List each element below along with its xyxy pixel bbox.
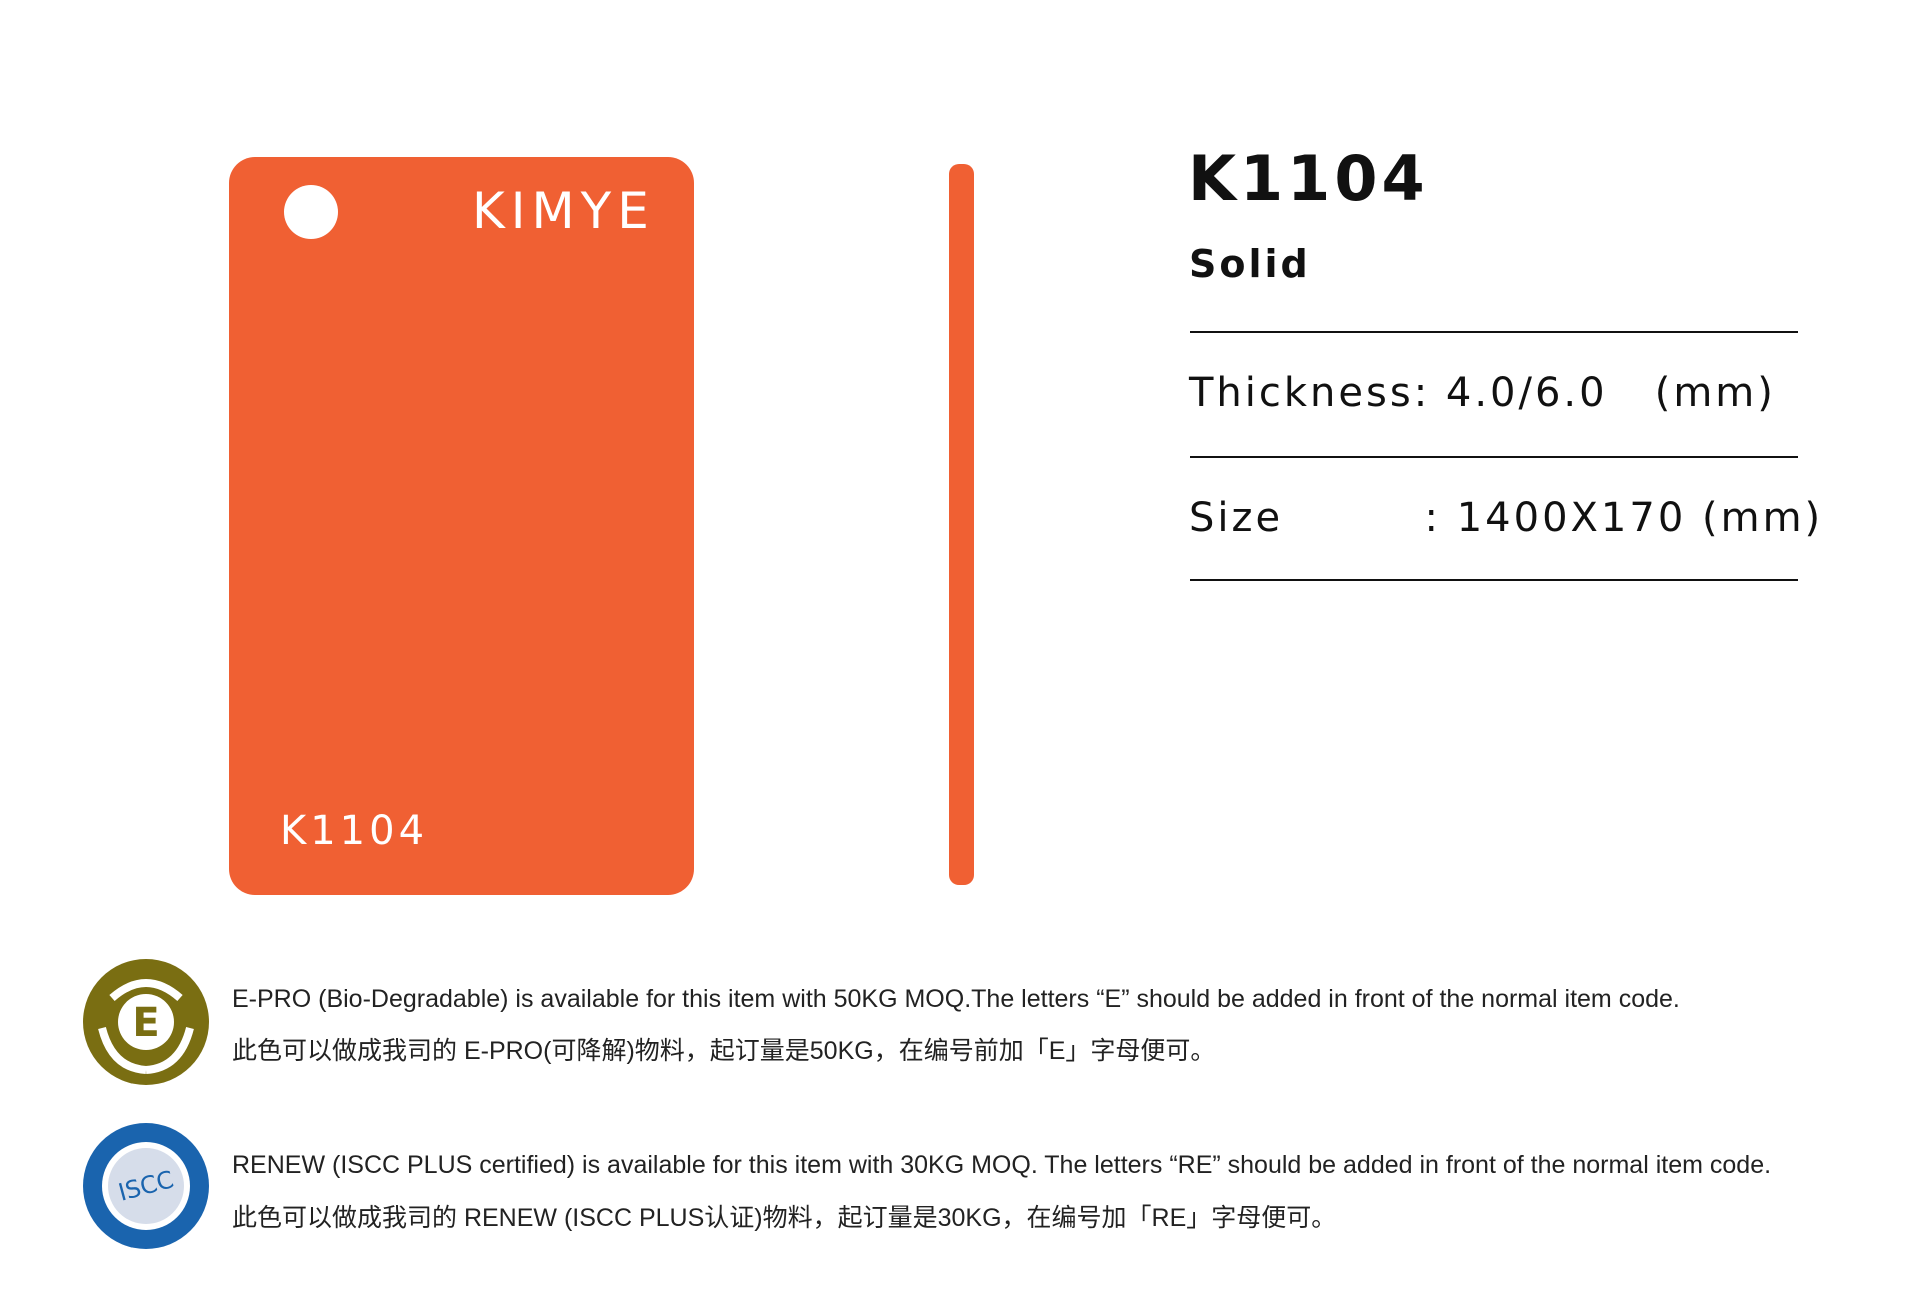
swatch-hang-hole (284, 185, 338, 239)
iscc-plus-logo-icon: ISCC (83, 1123, 209, 1249)
epro-note-en: E-PRO (Bio-Degradable) is available for … (232, 985, 1680, 1013)
swatch-edge-view (949, 164, 974, 885)
thickness-spec: Thickness: 4.0/6.0 (mm) (1189, 370, 1776, 416)
divider (1190, 331, 1798, 333)
epro-note-zh: 此色可以做成我司的 E-PRO(可降解)物料，起订量是50KG，在编号前加「E」… (232, 1037, 1216, 1065)
product-code-title: K1104 (1188, 142, 1429, 215)
swatch-code-label: K1104 (280, 808, 429, 854)
svg-text:E: E (132, 1000, 159, 1046)
swatch-brand-label: KIMYE (472, 182, 655, 240)
epro-logo-icon: E (83, 959, 209, 1085)
size-spec: Size : 1400X170 (mm) (1189, 495, 1824, 541)
product-finish: Solid (1189, 242, 1311, 286)
renew-note-zh: 此色可以做成我司的 RENEW (ISCC PLUS认证)物料，起订量是30KG… (232, 1204, 1337, 1232)
renew-note-en: RENEW (ISCC PLUS certified) is available… (232, 1151, 1772, 1179)
color-swatch-sample (229, 157, 694, 895)
divider (1190, 579, 1798, 581)
divider (1190, 456, 1798, 458)
